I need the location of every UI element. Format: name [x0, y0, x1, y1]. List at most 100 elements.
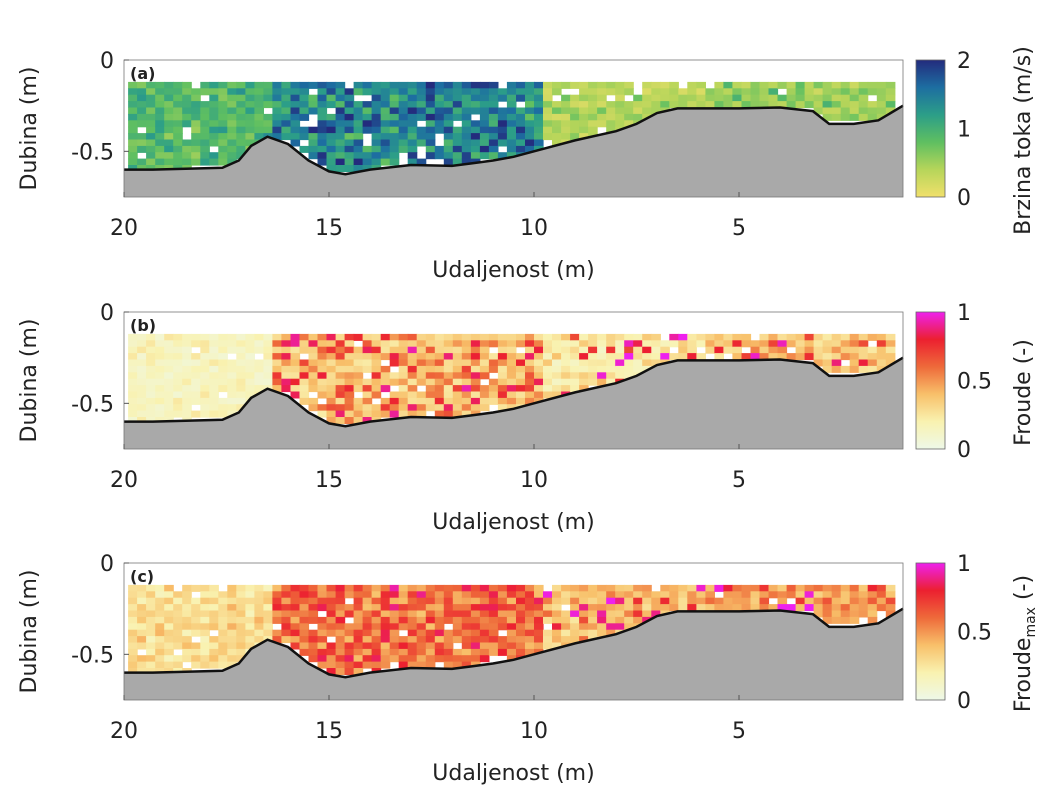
heatmap-cell: [876, 604, 887, 612]
heatmap-cell: [281, 94, 291, 102]
heatmap-cell: [236, 655, 246, 663]
heatmap-cell: [254, 101, 264, 109]
heatmap-cell: [416, 133, 427, 141]
heatmap-cell: [534, 642, 544, 650]
heatmap-cell: [245, 359, 255, 367]
heatmap-cell: [461, 584, 472, 592]
heatmap-cell: [146, 81, 156, 89]
heatmap-cell: [516, 648, 526, 656]
heatmap-cell: [128, 101, 138, 109]
heatmap-cell: [525, 81, 535, 89]
heatmap-cell: [885, 584, 896, 592]
heatmap-cell: [191, 397, 201, 405]
heatmap-cell: [362, 584, 373, 592]
heatmap-cell: [813, 610, 824, 618]
heatmap-cell: [497, 378, 508, 386]
heatmap-cell: [714, 101, 724, 109]
heatmap-cell: [570, 372, 580, 380]
heatmap-cell: [443, 404, 454, 412]
heatmap-cell: [488, 616, 499, 624]
heatmap-cell: [443, 661, 454, 669]
heatmap-cell: [606, 120, 616, 128]
heatmap-cell: [371, 404, 382, 412]
heatmap-cell: [362, 642, 373, 650]
heatmap-cell: [218, 126, 228, 134]
heatmap-cell: [470, 340, 481, 348]
heatmap-cell: [398, 648, 409, 656]
heatmap-cell: [795, 591, 806, 599]
heatmap-cell: [371, 113, 382, 121]
y-tick-label: 0: [100, 301, 114, 326]
heatmap-cell: [543, 591, 553, 599]
heatmap-cell: [263, 94, 273, 102]
heatmap-cell: [173, 610, 183, 618]
heatmap-cell: [326, 629, 337, 637]
heatmap-cell: [353, 610, 364, 618]
heatmap-cell: [335, 642, 346, 650]
heatmap-cell: [335, 661, 346, 669]
heatmap-cell: [759, 340, 770, 348]
heatmap-cell: [281, 346, 291, 354]
heatmap-cell: [543, 610, 553, 618]
heatmap-cell: [597, 88, 607, 96]
heatmap-cell: [750, 584, 761, 592]
heatmap-cell: [660, 353, 670, 361]
heatmap-cell: [353, 365, 364, 373]
heatmap-cell: [479, 597, 490, 605]
heatmap-cell: [371, 101, 382, 109]
heatmap-cell: [299, 636, 310, 644]
heatmap-cell: [389, 107, 400, 115]
heatmap-cell: [380, 145, 391, 153]
heatmap-cell: [705, 340, 715, 348]
heatmap-cell: [362, 126, 373, 134]
heatmap-cell: [597, 597, 607, 605]
heatmap-cell: [335, 152, 346, 160]
heatmap-cell: [335, 353, 346, 361]
heatmap-cell: [227, 648, 237, 656]
heatmap-cell: [353, 353, 364, 361]
heatmap-cell: [506, 385, 517, 393]
heatmap-cell: [795, 94, 806, 102]
heatmap-cell: [470, 152, 481, 160]
heatmap-cell: [299, 591, 310, 599]
heatmap-cell: [272, 385, 282, 393]
heatmap-cell: [497, 584, 508, 592]
heatmap-cell: [543, 126, 553, 134]
heatmap-cell: [588, 81, 598, 89]
heatmap-cell: [281, 604, 291, 612]
heatmap-cell: [624, 604, 634, 612]
heatmap-cell: [380, 340, 391, 348]
heatmap-cell: [200, 113, 210, 121]
heatmap-cell: [534, 623, 544, 631]
heatmap-cell: [831, 81, 842, 89]
heatmap-cell: [516, 616, 526, 624]
heatmap-cell: [398, 661, 409, 669]
heatmap-cell: [218, 333, 228, 341]
heatmap-cell: [759, 353, 770, 361]
heatmap-cell: [236, 81, 246, 89]
heatmap-cell: [606, 365, 616, 373]
heatmap-cell: [146, 410, 156, 418]
heatmap-cell: [182, 346, 192, 354]
heatmap-cell: [461, 346, 472, 354]
heatmap-cell: [525, 133, 535, 141]
heatmap-cell: [407, 410, 418, 418]
heatmap-cell: [173, 81, 183, 89]
heatmap-cell: [173, 126, 183, 134]
heatmap-cell: [479, 133, 490, 141]
heatmap-cell: [606, 616, 616, 624]
heatmap-cell: [534, 113, 544, 121]
x-tick-label: 15: [315, 216, 343, 241]
heatmap-cell: [696, 584, 706, 592]
heatmap-cell: [326, 372, 337, 380]
heatmap-cell: [173, 94, 183, 102]
heatmap-cell: [182, 648, 192, 656]
heatmap-cell: [128, 591, 138, 599]
heatmap-cell: [227, 372, 237, 380]
heatmap-cell: [227, 404, 237, 412]
heatmap-cell: [615, 333, 625, 341]
heatmap-cell: [831, 591, 842, 599]
heatmap-cell: [822, 353, 833, 361]
heatmap-cell: [137, 113, 147, 121]
heatmap-cell: [209, 126, 219, 134]
